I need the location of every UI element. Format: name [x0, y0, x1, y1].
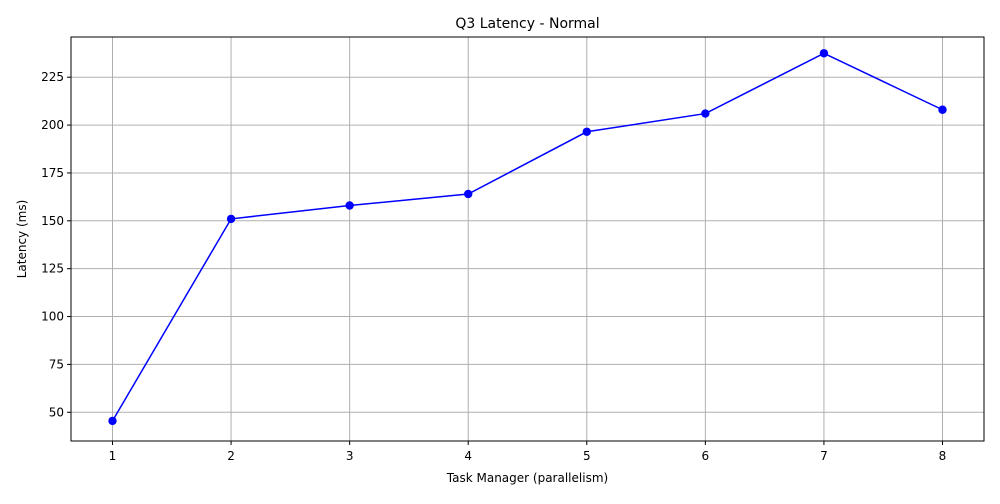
data-point [108, 416, 117, 426]
x-tick-label: 7 [820, 449, 828, 463]
y-tick-label: 75 [49, 357, 64, 371]
x-tick-label: 2 [227, 449, 235, 463]
x-axis-label: Task Manager (parallelism) [446, 471, 608, 485]
series-line [111, 52, 943, 422]
y-tick-label: 150 [41, 214, 64, 228]
series-layer [108, 49, 947, 426]
x-tick-label: 4 [464, 449, 472, 463]
data-point [701, 109, 710, 118]
y-tick-label: 175 [41, 166, 64, 180]
data-point [938, 105, 947, 114]
y-tick-label: 100 [41, 310, 64, 324]
data-point [345, 201, 354, 210]
y-tick-label: 50 [49, 405, 64, 419]
y-tick-label: 225 [41, 70, 64, 84]
x-tick-label: 8 [939, 449, 947, 463]
data-point [582, 127, 591, 136]
y-tick-label: 125 [41, 262, 64, 276]
ticks: 1 2 3 4 5 6 7 8 50 75 100 125 150 175 200 225 [41, 70, 946, 463]
data-point [464, 189, 473, 199]
data-point [819, 49, 829, 58]
x-tick-label: 5 [583, 449, 591, 463]
chart-title: Q3 Latency - Normal [455, 16, 599, 32]
grid [71, 37, 984, 441]
data-point [226, 214, 236, 224]
plot-frame [70, 36, 985, 442]
x-tick-label: 3 [346, 449, 354, 463]
y-axis-label: Latency (ms) [15, 200, 29, 279]
x-tick-label: 1 [109, 449, 117, 463]
y-tick-label: 200 [41, 118, 64, 132]
x-tick-label: 6 [702, 449, 710, 463]
